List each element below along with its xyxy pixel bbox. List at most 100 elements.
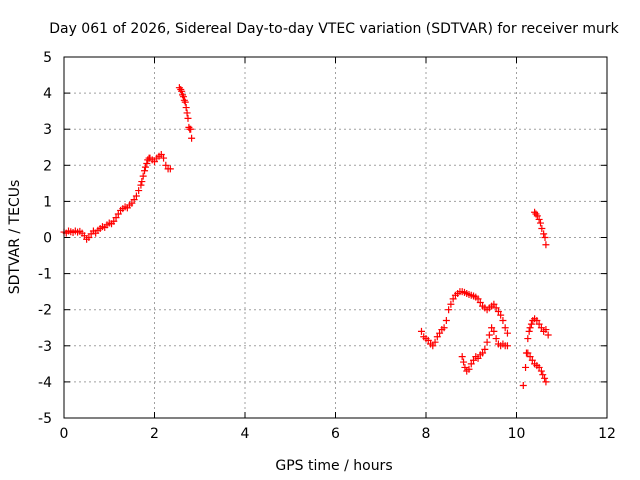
data-point bbox=[417, 327, 425, 335]
series-segment-3 bbox=[417, 288, 511, 350]
data-point bbox=[467, 360, 475, 368]
data-point bbox=[143, 159, 151, 167]
data-point bbox=[440, 324, 448, 332]
data-point bbox=[132, 192, 140, 200]
data-point bbox=[128, 199, 136, 207]
data-point bbox=[166, 165, 174, 173]
data-point bbox=[544, 331, 552, 339]
data-point bbox=[492, 335, 500, 343]
data-point bbox=[114, 210, 122, 218]
data-point bbox=[110, 217, 118, 225]
y-tick-label: 1 bbox=[43, 194, 52, 210]
data-point bbox=[141, 163, 149, 171]
data-point bbox=[524, 349, 532, 357]
data-point bbox=[447, 300, 455, 308]
data-point bbox=[524, 335, 532, 343]
data-point bbox=[188, 134, 196, 142]
y-tick-label: 4 bbox=[43, 86, 52, 102]
data-point bbox=[481, 345, 489, 353]
data-point bbox=[442, 317, 450, 325]
data-point bbox=[479, 349, 487, 357]
data-point bbox=[526, 353, 534, 361]
data-point bbox=[525, 327, 533, 335]
data-point bbox=[433, 333, 441, 341]
data-point bbox=[436, 329, 444, 337]
y-tick-label: 5 bbox=[43, 50, 52, 66]
data-point bbox=[538, 224, 546, 232]
data-point bbox=[178, 87, 186, 95]
y-tick-label: 3 bbox=[43, 122, 52, 138]
data-point bbox=[541, 374, 549, 382]
data-point bbox=[141, 167, 149, 175]
data-point bbox=[537, 324, 545, 332]
data-point bbox=[533, 212, 541, 220]
data-point bbox=[460, 358, 468, 366]
data-point bbox=[492, 304, 500, 312]
data-point bbox=[135, 187, 143, 195]
data-point bbox=[488, 324, 496, 332]
x-tick-label: 4 bbox=[241, 426, 250, 442]
data-point bbox=[183, 109, 191, 117]
data-point bbox=[494, 308, 502, 316]
data-point bbox=[503, 329, 511, 337]
data-point bbox=[139, 172, 147, 180]
data-point bbox=[542, 378, 550, 386]
data-point bbox=[160, 154, 168, 162]
data-point bbox=[542, 326, 550, 334]
data-point bbox=[528, 356, 536, 364]
x-tick-label: 12 bbox=[598, 426, 616, 442]
data-point bbox=[490, 327, 498, 335]
data-point bbox=[181, 98, 189, 106]
data-point bbox=[490, 300, 498, 308]
data-point bbox=[85, 234, 93, 241]
data-point bbox=[535, 215, 543, 223]
data-point bbox=[499, 317, 507, 325]
data-point bbox=[497, 311, 505, 319]
data-point bbox=[431, 338, 439, 346]
data-point bbox=[542, 241, 550, 249]
data-point bbox=[519, 382, 527, 390]
y-tick-label: -1 bbox=[38, 267, 52, 283]
data-point bbox=[527, 320, 535, 328]
data-point bbox=[541, 234, 549, 241]
data-point bbox=[501, 324, 509, 332]
x-axis-label: GPS time / hours bbox=[275, 458, 392, 474]
x-tick-label: 6 bbox=[331, 426, 340, 442]
data-point bbox=[112, 214, 120, 222]
series-segment-4 bbox=[458, 324, 511, 375]
y-tick-label: -2 bbox=[38, 303, 52, 319]
data-point bbox=[483, 338, 491, 346]
data-point bbox=[535, 363, 543, 371]
data-point bbox=[424, 336, 432, 344]
data-point bbox=[522, 363, 530, 371]
data-point bbox=[474, 354, 482, 362]
x-tick-label: 2 bbox=[150, 426, 159, 442]
data-point bbox=[503, 342, 511, 350]
x-tick-label: 10 bbox=[508, 426, 526, 442]
data-point bbox=[138, 178, 146, 186]
data-point bbox=[187, 125, 195, 133]
series-segment-6 bbox=[524, 349, 550, 386]
data-point bbox=[540, 230, 548, 238]
y-axis-label: SDTVAR / TECUs bbox=[7, 180, 23, 295]
x-tick-label: 8 bbox=[422, 426, 431, 442]
data-point bbox=[476, 298, 484, 306]
data-point bbox=[536, 219, 544, 227]
data-point bbox=[130, 196, 138, 204]
data-point bbox=[182, 104, 190, 112]
data-point bbox=[465, 365, 473, 373]
data-point bbox=[429, 342, 437, 350]
data-point bbox=[137, 181, 145, 189]
data-point bbox=[485, 331, 493, 339]
data-point bbox=[179, 93, 187, 101]
data-point bbox=[151, 158, 158, 166]
series-segment-7 bbox=[531, 208, 550, 249]
series-segment-2 bbox=[175, 84, 196, 142]
data-point bbox=[449, 295, 457, 303]
data-point bbox=[474, 295, 482, 303]
data-point bbox=[539, 371, 547, 379]
data-point bbox=[157, 150, 165, 158]
data-point bbox=[535, 320, 543, 328]
